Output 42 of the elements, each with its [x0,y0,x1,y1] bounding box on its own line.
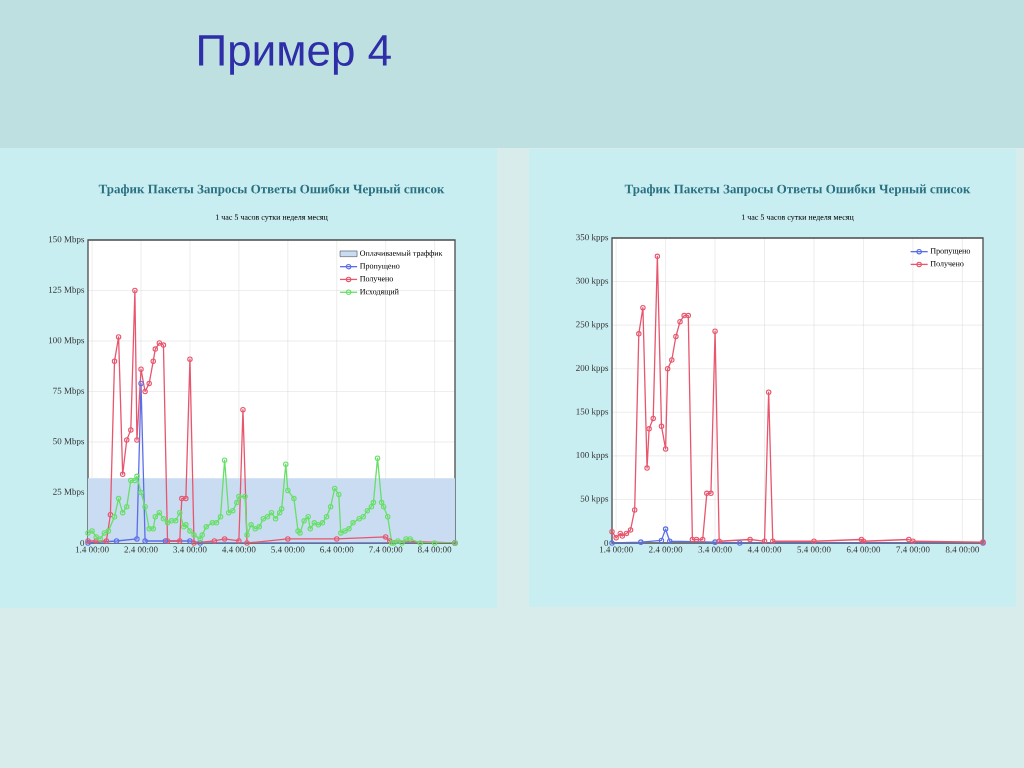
legend-label: Пропущено [930,248,971,256]
y-tick-label: 0 [80,539,85,547]
y-tick-label: 350 kpps [576,233,609,243]
text: Трафик Пакеты Запросы Ответы Ошибки Черный список [98,183,445,197]
x-tick-label: 1.4 00:00 [599,546,633,553]
legend-label: Получено [930,261,964,268]
y-tick-label: 150 Mbps [49,235,85,245]
x-tick-label: 6.4 00:00 [846,546,881,553]
y-tick-label: 300 kpps [576,277,609,286]
x-tick-label: 5.4 00:00 [271,546,305,553]
x-tick-label: 8.4 00:00 [417,546,452,553]
y-tick-label: 200 kpps [576,364,609,373]
x-tick-label: 6.4 00:00 [320,546,354,553]
y-tick-label: 0 [604,539,609,547]
x-tick-label: 7.4 00:00 [896,546,930,553]
y-tick-label: 100 Mbps [49,336,85,346]
text: Трафик Пакеты Запросы Ответы Ошибки Черный список [624,183,971,197]
x-tick-label: 4.4 00:00 [747,546,782,553]
chart-title: Пример 4 [199,35,391,75]
y-tick-label: 50 Mbps [53,437,85,447]
y-tick-label: 75 Mbps [53,387,85,396]
text: 1 час 5 часов сутки неделя месяц [741,214,854,222]
x-tick-label: 3.4 00:00 [698,546,732,553]
x-tick-label: 3.4 00:00 [173,546,207,553]
y-tick-label: 125 Mbps [49,286,85,295]
legend-label: Исходящий [359,288,399,296]
legend-label: Оплачиваемый траффик [360,250,443,258]
x-tick-label: 8.4 00:00 [945,546,980,553]
x-tick-label: 4.4 00:00 [222,546,256,553]
x-tick-label: 2.4 00:00 [124,546,158,553]
text: 1 час 5 часов сутки неделя месяц [215,214,328,222]
x-tick-label: 5.4 00:00 [797,546,831,553]
y-tick-label: 50 kpps [580,495,609,504]
x-tick-label: 2.4 00:00 [648,546,683,553]
x-tick-label: 7.4 00:00 [369,546,403,553]
y-tick-label: 150 kpps [576,408,609,417]
legend-label: Пропущено [359,263,400,271]
y-tick-label: 250 kpps [576,321,609,330]
y-tick-label: 25 Mbps [53,488,85,497]
y-tick-label: 100 kpps [576,451,609,460]
legend-label: Получено [359,276,393,284]
x-tick-label: 1.4 00:00 [75,546,109,553]
